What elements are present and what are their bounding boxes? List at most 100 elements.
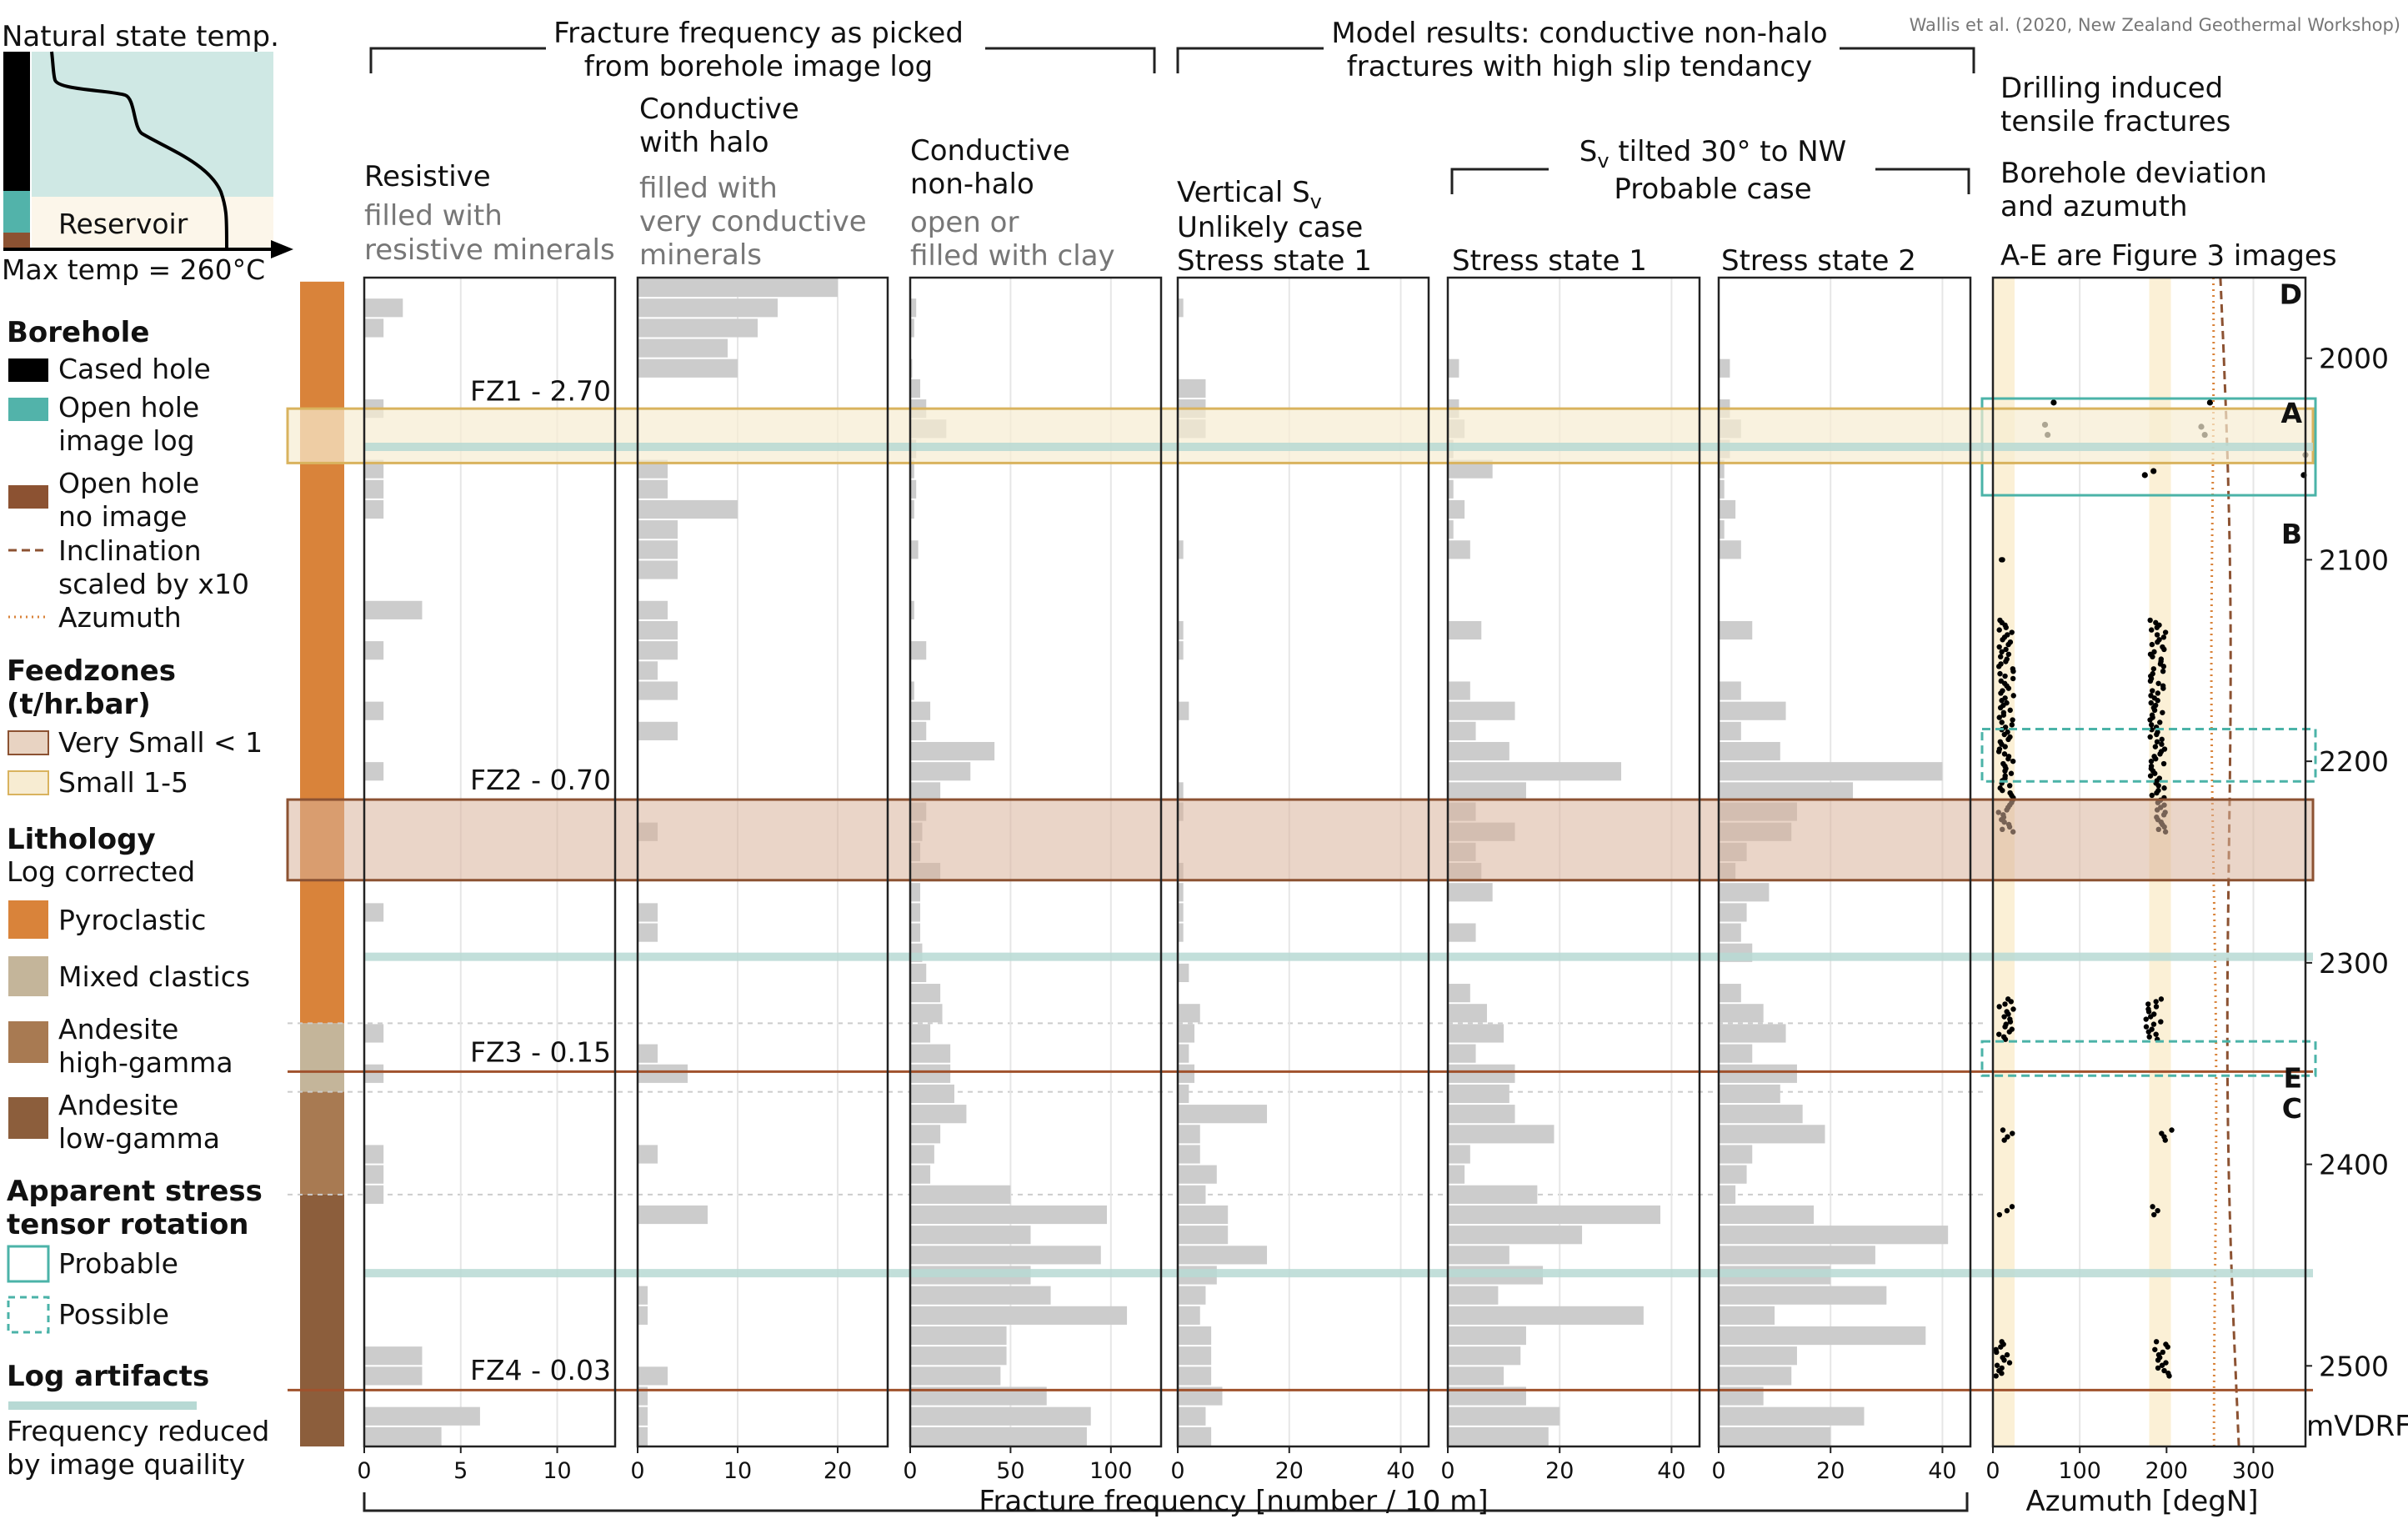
fracture-point-10-13	[2166, 1373, 2172, 1379]
bar-5-50	[1719, 1286, 1887, 1305]
fracture-point-1-58	[2010, 758, 2016, 765]
bar-1-10	[638, 479, 668, 499]
bar-5-56	[1719, 1406, 1865, 1426]
bar-1-51	[638, 1306, 648, 1325]
fracture-point-1-62	[2002, 768, 2008, 775]
bar-2-9	[910, 459, 914, 479]
fracture-bars	[364, 278, 1949, 1446]
bar-2-20	[910, 681, 914, 700]
bar-4-21	[1448, 701, 1515, 720]
bar-2-41	[910, 1105, 967, 1124]
bar-1-19	[638, 661, 658, 680]
fracture-point-5-0	[2000, 1127, 2006, 1133]
fracture-point-4-2	[2145, 1001, 2151, 1007]
fracture-point-2-26	[2155, 680, 2161, 686]
fracture-point-1-68	[2006, 783, 2013, 789]
legend-open-image-label-1: Open hole	[58, 391, 199, 424]
ss2-title: Stress state 2	[1721, 244, 1916, 278]
fracture-point-0-1	[2000, 557, 2005, 563]
bar-2-53	[910, 1346, 1007, 1366]
lithology-segment-3	[300, 1194, 344, 1446]
xtick-label-4-2: 40	[1657, 1458, 1685, 1484]
fracture-point-4-8	[2143, 1016, 2149, 1022]
temp-inset-title: Natural state temp.	[2, 20, 279, 53]
bar-3-53	[1178, 1346, 1212, 1366]
stress-box-1	[1980, 727, 2317, 783]
bar-2-2	[910, 318, 914, 338]
bar-0-10	[364, 479, 384, 499]
xtick-label-3-2: 40	[1386, 1458, 1414, 1484]
fracture-point-3-1	[2008, 999, 2015, 1005]
xtick-label-1-1: 10	[723, 1458, 752, 1484]
bar-5-10	[1719, 479, 1725, 499]
fracture-point-9-13	[1993, 1373, 1999, 1379]
bar-5-38	[1719, 1044, 1753, 1063]
legend-possible-swatch	[7, 1296, 50, 1334]
fracture-point-1-21	[2010, 668, 2016, 674]
resistive-sub-2: resistive minerals	[364, 233, 615, 267]
bar-4-32	[1448, 923, 1476, 942]
fracture-point-2-57	[2153, 756, 2159, 762]
bar-5-32	[1719, 923, 1741, 942]
xtick-label-1-0: 0	[630, 1458, 644, 1484]
bar-4-57	[1448, 1426, 1549, 1446]
fracture-point-2-63	[2152, 770, 2158, 776]
fracture-point-9-9	[1994, 1362, 2000, 1368]
bar-2-44	[910, 1165, 931, 1184]
fracture-point-10-8	[2163, 1360, 2169, 1366]
fracture-point-extra-0	[2050, 399, 2057, 406]
bar-5-41	[1719, 1105, 1803, 1124]
bar-4-44	[1448, 1165, 1465, 1184]
fracture-point-4-0	[2158, 996, 2165, 1002]
bar-2-24	[910, 762, 971, 781]
open-hole-image-strip	[3, 191, 30, 233]
bar-0-1	[364, 298, 403, 318]
feedzone-fz2-band	[286, 798, 2315, 882]
legend-andesite-high-label-2: high-gamma	[58, 1046, 233, 1079]
fracture-point-10-10	[2155, 1365, 2161, 1371]
bar-4-38	[1448, 1044, 1476, 1063]
vertical-v-subscript: v	[1310, 190, 1322, 213]
bar-3-17	[1178, 620, 1184, 640]
legend-andesite-low-label-1: Andesite	[58, 1089, 178, 1121]
bar-4-13	[1448, 540, 1470, 559]
bar-3-30	[1178, 883, 1184, 902]
tilted-bracket	[1450, 168, 1970, 194]
fracture-point-7-0	[2009, 1204, 2015, 1210]
fracture-point-8-0	[2150, 1204, 2155, 1210]
fracture-point-6-3	[2162, 1137, 2168, 1143]
bar-2-50	[910, 1286, 1051, 1305]
bar-4-41	[1448, 1105, 1515, 1124]
xtick-label-0-1: 5	[453, 1458, 468, 1484]
legend-open-image-label-2: image log	[58, 424, 195, 457]
fracture-point-3-16	[2002, 1036, 2009, 1042]
bar-5-9	[1719, 459, 1725, 479]
bar-3-42	[1178, 1125, 1200, 1144]
bar-0-2	[364, 318, 384, 338]
fracture-point-2-19	[2160, 664, 2167, 669]
bar-1-17	[638, 620, 678, 640]
legend: Borehole Cased hole Open hole image log …	[7, 316, 269, 1481]
resistive-sub-1: filled with	[364, 199, 503, 233]
bar-0-9	[364, 459, 384, 479]
fracture-point-3-7	[2001, 1014, 2007, 1020]
bar-0-45	[364, 1185, 384, 1204]
bar-5-40	[1719, 1084, 1780, 1104]
image-label-D: D	[2280, 278, 2302, 310]
xtick-label-5-1: 20	[1816, 1458, 1845, 1484]
xtick-label-3-0: 0	[1170, 1458, 1184, 1484]
legend-cased-swatch	[8, 358, 48, 382]
fracture-point-2-25	[2147, 678, 2154, 684]
resistive-title: Resistive	[364, 160, 491, 193]
bar-5-36	[1719, 1004, 1764, 1023]
bar-5-23	[1719, 741, 1780, 761]
bar-4-10	[1448, 479, 1454, 499]
fracture-point-2-37	[2151, 707, 2158, 714]
bar-4-25	[1448, 782, 1526, 801]
halo-sub-3: minerals	[639, 238, 762, 272]
azimuth-line-3: Borehole deviation	[2000, 157, 2267, 190]
tilted-rest: tilted 30° to NW	[1610, 135, 1847, 168]
fracture-point-4-15	[2146, 1034, 2152, 1040]
bar-3-1	[1178, 298, 1184, 318]
